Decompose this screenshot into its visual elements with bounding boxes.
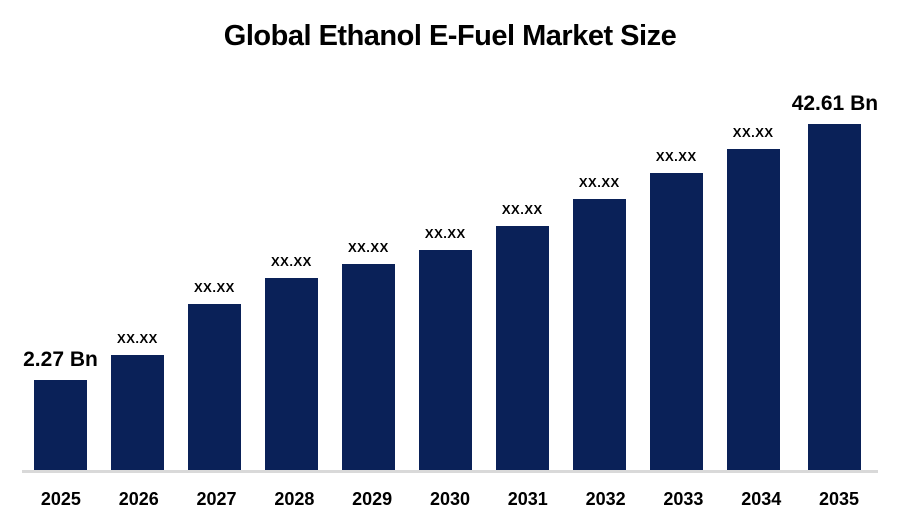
value-label-2031: XX.XX [501, 202, 543, 217]
value-label-2028: XX.XX [270, 254, 312, 269]
bar-column-2032: XX.XX [561, 175, 638, 470]
bar-2030 [418, 250, 472, 470]
bar-2031 [495, 226, 549, 470]
chart-title: Global Ethanol E-Fuel Market Size [223, 20, 677, 52]
bar-column-2028: XX.XX [253, 254, 330, 470]
bar-column-2034: XX.XX [715, 125, 792, 470]
value-label-2033: XX.XX [655, 149, 697, 164]
bar-column-2029: XX.XX [330, 240, 407, 470]
x-tick-2032: 2032 [585, 489, 626, 509]
x-tick-2033: 2033 [663, 489, 704, 509]
bar-2026 [110, 355, 164, 470]
value-label-2026: XX.XX [117, 331, 158, 346]
value-label-2030: XX.XX [424, 226, 466, 241]
x-tick-2035: 2035 [819, 489, 860, 509]
value-label-2032: XX.XX [578, 175, 620, 190]
bar-2027 [187, 304, 241, 470]
bar-2034 [726, 149, 780, 470]
bar-column-2031: XX.XX [484, 202, 561, 470]
x-tick-2025: 2025 [40, 489, 81, 509]
bar-column-2025: 2.27 Bn [22, 348, 99, 470]
x-axis: 2025 2026 2027 2028 2029 2030 2031 2032 2033 2034… [22, 476, 878, 525]
x-tick-2028: 2028 [274, 489, 315, 509]
x-tick-2031: 2031 [507, 489, 548, 509]
plot-area: 2.27 Bn XX.XX XX.XX XX.XX XX.XX XX.XX XX.XX XX.… [22, 78, 878, 473]
bar-column-2035: 42.61 Bn [792, 92, 878, 470]
value-label-2035: 42.61 Bn [791, 92, 879, 115]
value-label-2025: 2.27 Bn [23, 348, 98, 371]
value-label-2029: XX.XX [347, 240, 389, 255]
value-label-2027: XX.XX [194, 280, 235, 295]
bar-2033 [649, 173, 703, 470]
value-label-2034: XX.XX [732, 125, 774, 140]
x-tick-2030: 2030 [429, 489, 470, 509]
bar-2028 [264, 278, 318, 470]
bar-column-2030: XX.XX [407, 226, 484, 470]
bar-column-2026: XX.XX [99, 331, 176, 470]
x-tick-2026: 2026 [118, 489, 159, 509]
x-tick-2027: 2027 [196, 489, 237, 509]
x-tick-2034: 2034 [741, 489, 782, 509]
x-tick-2029: 2029 [352, 489, 393, 509]
bar-column-2033: XX.XX [638, 149, 715, 470]
bar-2029 [341, 264, 395, 470]
bar-2035 [808, 124, 862, 470]
bar-2025 [33, 380, 87, 470]
bar-column-2027: XX.XX [176, 280, 253, 470]
bar-2032 [572, 199, 626, 470]
